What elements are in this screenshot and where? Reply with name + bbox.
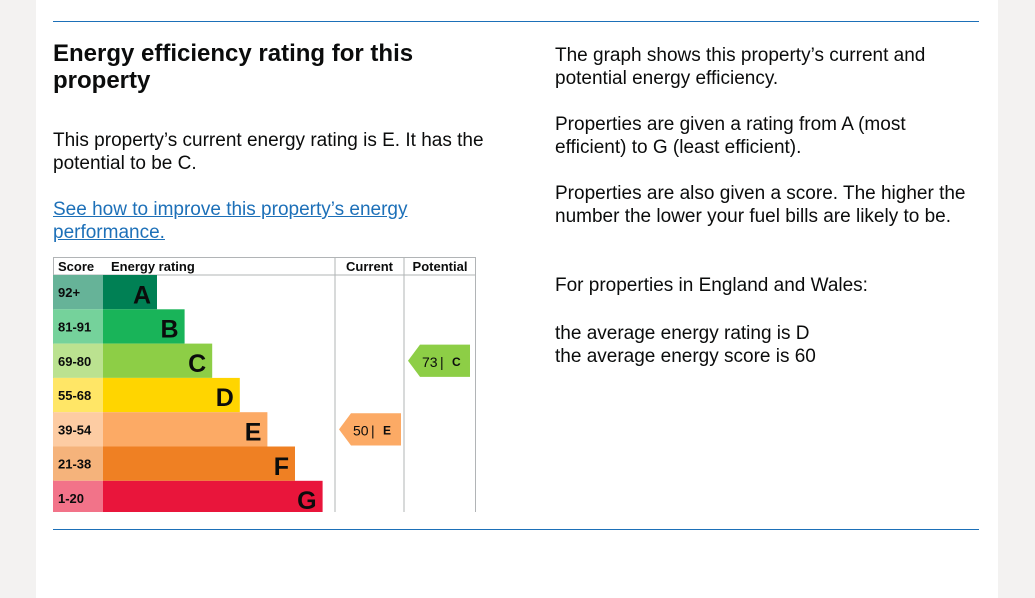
band-letter-c: C (188, 350, 206, 378)
potential-header: Potential (413, 259, 468, 274)
potential-rating-score: 73 (422, 354, 438, 370)
band-score-cell-a (53, 275, 103, 310)
band-letter-b: B (161, 316, 179, 344)
section-heading: Energy efficiency rating for this proper… (53, 40, 414, 94)
bottom-divider (53, 529, 979, 530)
energy-rating-header: Energy rating (111, 259, 195, 274)
band-bar-e (103, 412, 268, 447)
graph-explanation: The graph shows this property’s current … (555, 45, 926, 89)
average-rating: the average energy rating is D (555, 323, 810, 344)
energy-rating-chart: Score Energy rating Current Potential 92+ A 81… (53, 257, 476, 512)
band-bar-g (103, 480, 323, 512)
band-score-cell-b (53, 309, 103, 344)
band-score-cell-g (53, 480, 103, 512)
band-bar-a (103, 275, 157, 310)
band-score-b: 81-91 (58, 319, 91, 334)
potential-rating-arrow (408, 344, 470, 377)
improve-energy-link[interactable]: See how to improve this property’s energ… (53, 199, 408, 243)
band-score-cell-e (53, 412, 103, 447)
band-letter-e: E (245, 419, 262, 447)
band-score-cell-d (53, 377, 103, 413)
band-score-c: 69-80 (58, 354, 91, 369)
band-score-g: 1-20 (58, 491, 84, 506)
band-letter-d: D (216, 384, 234, 412)
content-panel: Energy efficiency rating for this proper… (36, 0, 998, 598)
left-column: Energy efficiency rating for this proper… (53, 40, 513, 243)
band-letter-f: F (274, 453, 289, 481)
score-explanation: Properties are also given a score. The h… (555, 183, 966, 227)
band-score-f: 21-38 (58, 457, 91, 472)
potential-rating-separator: | (440, 354, 444, 370)
potential-rating-letter: C (452, 355, 461, 369)
band-score-cell-c (53, 343, 103, 378)
rating-explanation: Properties are given a rating from A (mo… (555, 114, 906, 158)
band-bar-d (103, 377, 240, 413)
band-score-cell-f (53, 446, 103, 481)
current-rating-arrow (339, 413, 401, 446)
score-header: Score (58, 259, 94, 274)
band-bar-c (103, 343, 213, 378)
current-header: Current (346, 259, 394, 274)
band-score-a: 92+ (58, 285, 80, 300)
region-label: For properties in England and Wales: (555, 275, 868, 296)
rating-summary: This property’s current energy rating is… (53, 130, 484, 174)
band-bar-f (103, 446, 295, 481)
current-rating-score: 50 (353, 422, 369, 438)
band-score-d: 55-68 (58, 388, 91, 403)
band-letter-a: A (133, 281, 151, 309)
top-divider (53, 21, 979, 22)
average-score: the average energy score is 60 (555, 346, 816, 367)
current-rating-separator: | (371, 422, 375, 438)
current-rating-letter: E (383, 423, 391, 437)
band-letter-g: G (297, 487, 316, 512)
band-bar-b (103, 309, 185, 344)
band-score-e: 39-54 (58, 422, 92, 437)
